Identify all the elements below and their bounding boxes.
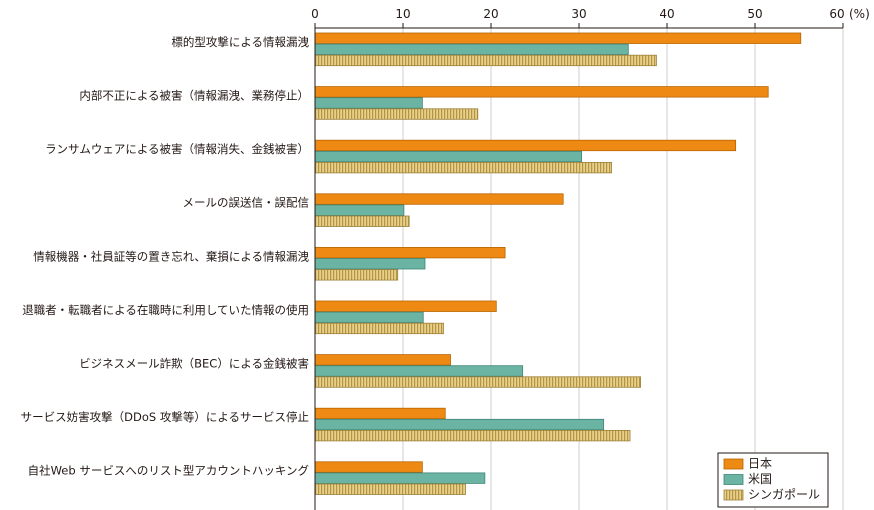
category-label-5: 退職者・転職者による在職時に利用していた情報の使用 <box>22 303 309 317</box>
x-tick-label-20: 20 <box>483 7 498 21</box>
bar-singapore-2 <box>314 161 612 174</box>
bar-singapore-8 <box>314 483 466 495</box>
x-tick-label-0: 0 <box>311 7 319 21</box>
bar-japan-1 <box>314 86 769 98</box>
bar-singapore-7 <box>314 429 631 442</box>
bar-us-1 <box>314 97 423 109</box>
category-label-8: 自社Web サービスへのリスト型アカウントハッキング <box>28 464 310 478</box>
bars <box>314 32 802 495</box>
bar-us-0 <box>314 43 629 55</box>
x-tick-label-50: 50 <box>747 7 762 21</box>
bar-japan-0 <box>314 32 802 44</box>
category-label-0: 標的型攻撃による情報漏洩 <box>171 35 309 49</box>
category-label-4: 情報機器・社員証等の置き忘れ、棄損による情報漏洩 <box>33 249 309 263</box>
bar-japan-7 <box>314 407 446 420</box>
legend-label-us: 米国 <box>748 472 772 486</box>
legend-swatch-japan <box>723 458 744 470</box>
bar-japan-5 <box>314 300 497 312</box>
bar-singapore-0 <box>314 54 657 67</box>
bar-us-3 <box>314 204 405 216</box>
x-tick-label-40: 40 <box>659 7 674 21</box>
category-label-3: メールの誤送信・誤配信 <box>183 196 310 210</box>
x-tick-label-10: 10 <box>395 7 410 21</box>
bar-us-2 <box>314 150 583 163</box>
bar-singapore-3 <box>314 215 410 227</box>
bar-japan-8 <box>314 461 423 473</box>
legend-swatch-us <box>723 474 744 485</box>
legend-swatch-singapore <box>723 489 744 501</box>
axes: 0 10 20 30 40 50 60 (%) <box>311 7 870 510</box>
bar-japan-4 <box>314 246 506 259</box>
bar-us-5 <box>314 311 424 324</box>
bar-us-6 <box>314 365 524 377</box>
x-tick-label-60: 60 <box>829 7 844 21</box>
legend-label-japan: 日本 <box>748 457 772 471</box>
bar-us-4 <box>314 258 426 270</box>
category-label-7: サービス妨害攻撃（DDoS 攻撃等）によるサービス停止 <box>21 410 309 424</box>
bar-us-7 <box>314 418 605 431</box>
bar-singapore-4 <box>314 269 399 281</box>
bar-japan-6 <box>314 354 451 366</box>
bar-singapore-5 <box>314 322 444 335</box>
bar-japan-2 <box>314 139 737 152</box>
legend-label-singapore: シンガポール <box>748 488 820 502</box>
bar-singapore-6 <box>314 376 642 388</box>
bar-japan-3 <box>314 193 564 205</box>
category-label-6: ビジネスメール詐欺（BEC）による金銭被害 <box>79 356 309 370</box>
x-tick-label-30: 30 <box>571 7 586 21</box>
category-label-2: ランサムウェアによる被害（情報消失、金銭被害） <box>45 142 309 156</box>
bar-us-8 <box>314 472 486 484</box>
category-label-1: 内部不正による被害（情報漏洩、業務停止） <box>79 88 309 102</box>
x-unit-label: (%) <box>849 7 870 21</box>
bar-singapore-1 <box>314 108 479 120</box>
